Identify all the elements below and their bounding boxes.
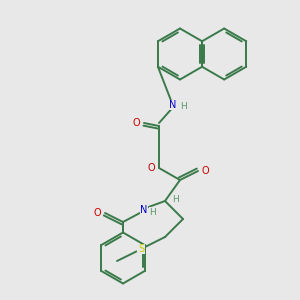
Text: N: N xyxy=(140,205,148,215)
Text: O: O xyxy=(202,166,209,176)
Text: H: H xyxy=(150,208,156,217)
Text: O: O xyxy=(94,208,101,218)
Text: N: N xyxy=(169,100,176,110)
Text: H: H xyxy=(172,195,179,204)
Text: S: S xyxy=(138,244,144,254)
Text: O: O xyxy=(148,163,155,173)
Text: O: O xyxy=(133,118,140,128)
Text: H: H xyxy=(181,102,188,111)
